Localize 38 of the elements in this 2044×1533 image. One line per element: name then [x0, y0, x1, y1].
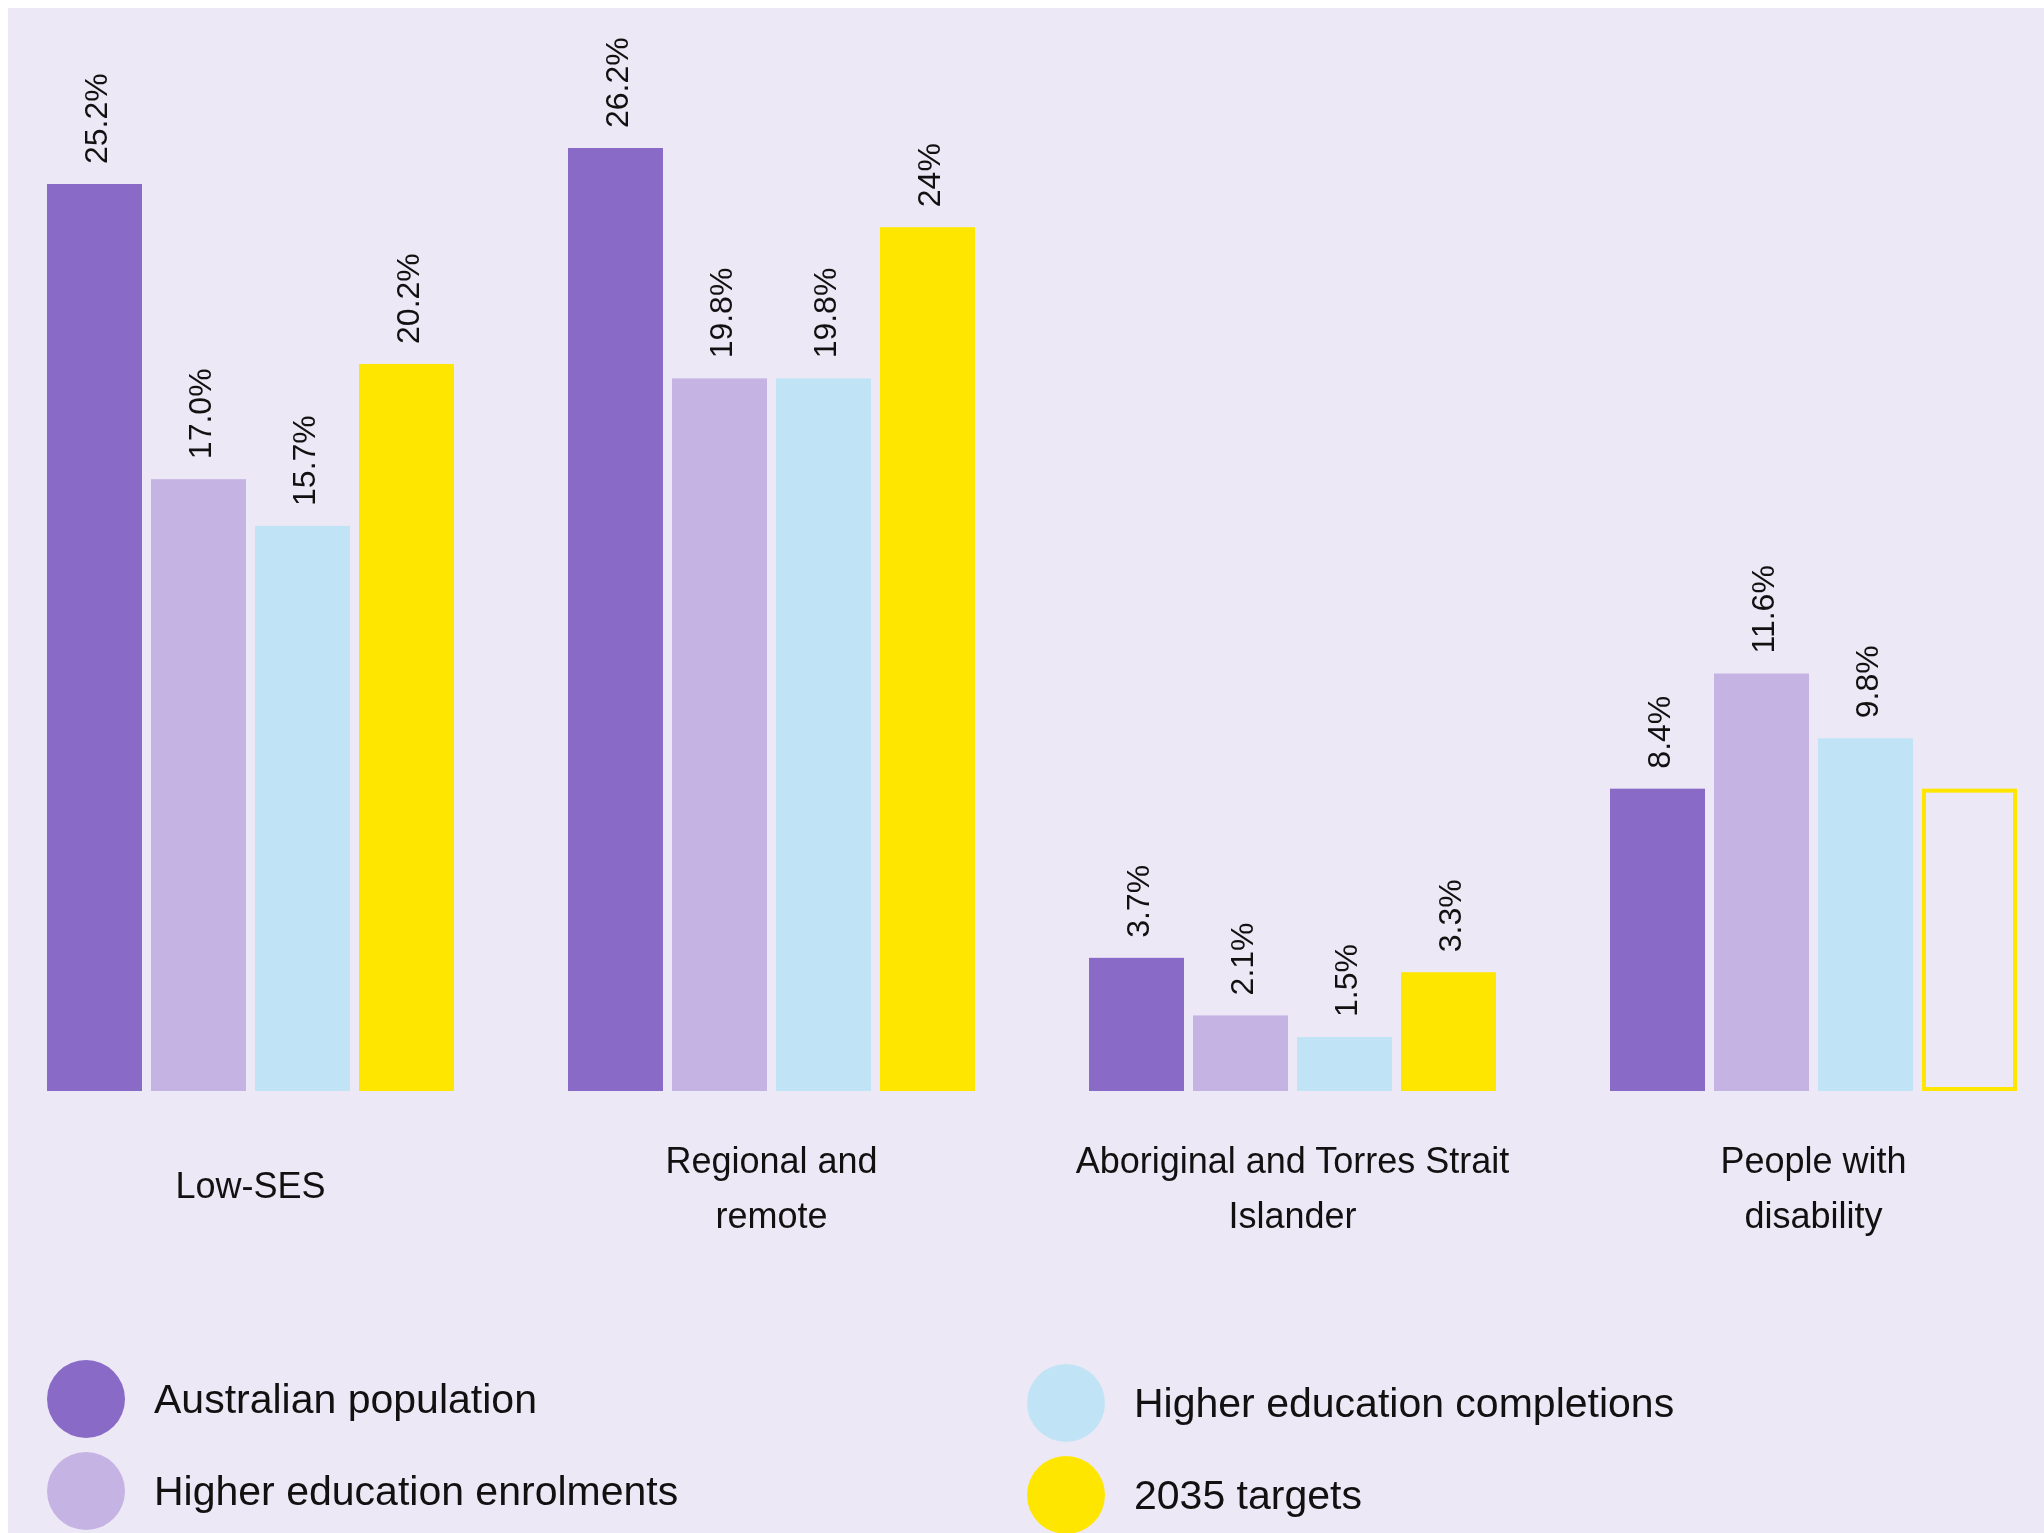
data-label: 26.2%	[598, 37, 635, 129]
bar	[1193, 1015, 1288, 1091]
bar	[880, 227, 975, 1091]
data-label: 17.0%	[181, 368, 218, 460]
x-tick-label: People with disability	[1720, 1140, 1907, 1236]
bar	[255, 525, 350, 1091]
bar	[1610, 788, 1705, 1091]
data-label: 20.2%	[389, 253, 426, 344]
bar	[359, 363, 454, 1091]
bar	[1818, 738, 1913, 1091]
legend-label: Australian population	[154, 1376, 537, 1422]
bar	[1297, 1037, 1392, 1091]
data-label: 25.2%	[77, 73, 114, 165]
legend-label: Higher education enrolments	[154, 1468, 679, 1514]
data-label: 11.6%	[1744, 565, 1781, 654]
data-label: 19.8%	[806, 267, 843, 359]
data-label: 19.8%	[702, 267, 739, 359]
bar	[1401, 972, 1496, 1091]
x-tick-label: Regional and remote	[665, 1140, 878, 1236]
bar	[47, 184, 142, 1091]
bar	[1714, 673, 1809, 1091]
data-label: 1.5%	[1327, 944, 1364, 1018]
data-label: 24%	[910, 143, 947, 208]
bar	[151, 479, 246, 1091]
data-label: 15.7%	[285, 415, 322, 506]
data-label: 8.4%	[1640, 695, 1677, 769]
x-tick-label: Low-SES	[175, 1165, 326, 1206]
legend-label: Higher education completions	[1134, 1380, 1675, 1426]
bar	[672, 378, 767, 1091]
bar	[776, 378, 871, 1091]
data-label: 3.3%	[1431, 879, 1468, 953]
bar	[1089, 957, 1184, 1091]
x-tick-label: Aboriginal and Torres Strait Islander	[1075, 1140, 1510, 1236]
data-label: 2.1%	[1223, 922, 1260, 996]
data-label: 9.8%	[1848, 645, 1885, 719]
legend-label: 2035 targets	[1134, 1472, 1362, 1518]
bar	[568, 148, 663, 1091]
data-label: 3.7%	[1119, 864, 1156, 938]
